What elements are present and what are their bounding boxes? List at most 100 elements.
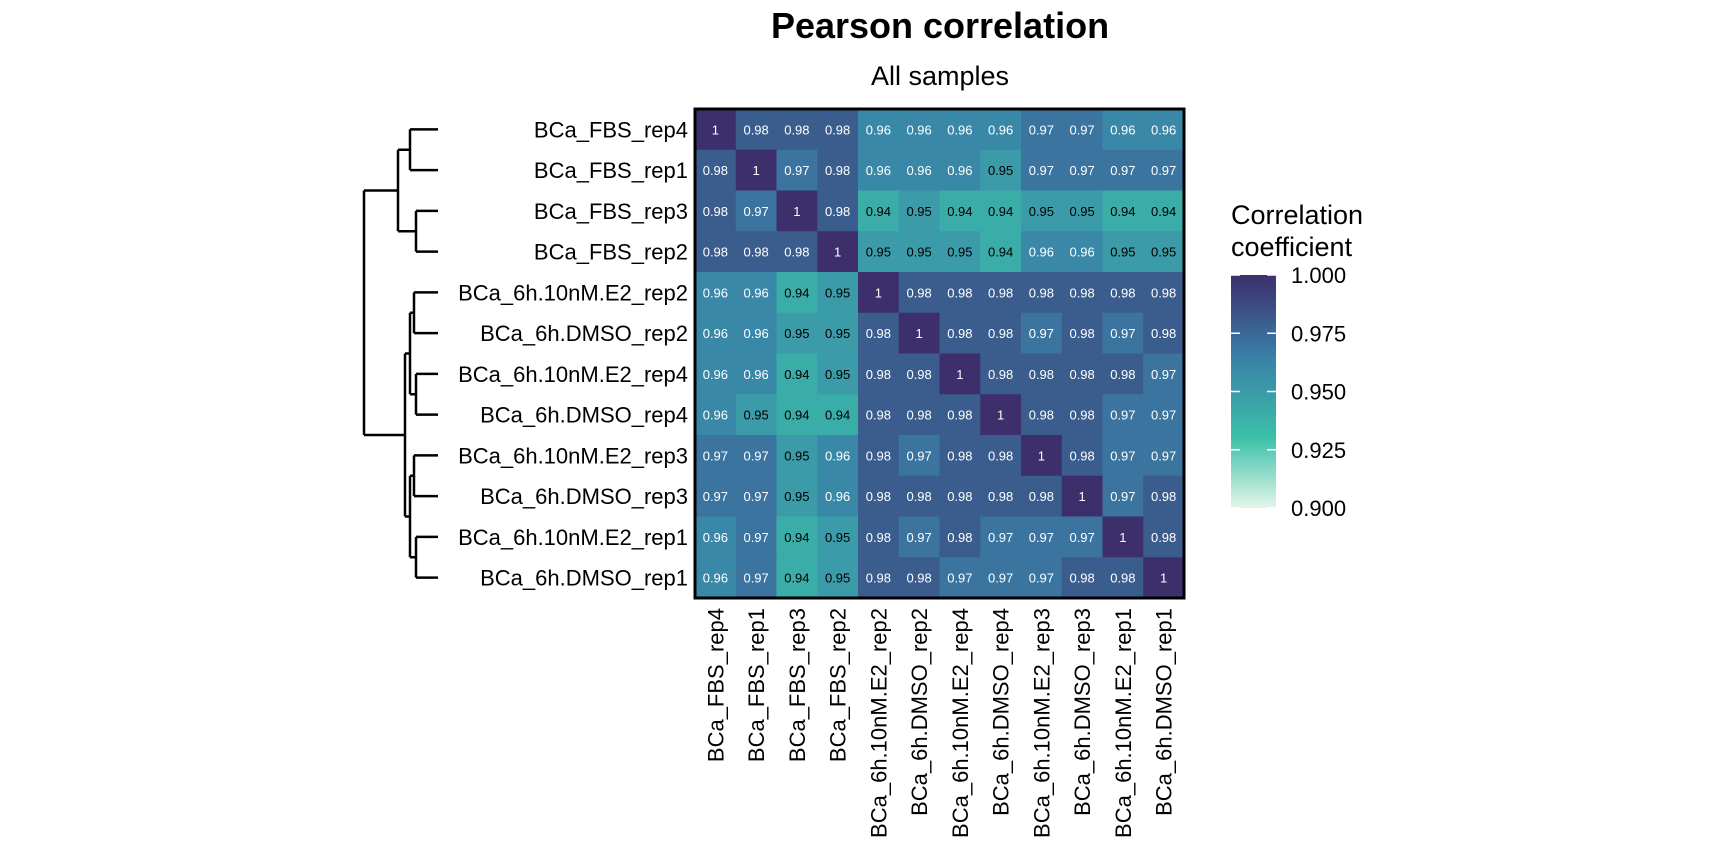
heatmap-cell <box>1143 353 1185 395</box>
heatmap-cell <box>817 231 859 273</box>
cell-value-label: 0.96 <box>703 285 728 300</box>
cell-value-label: 0.95 <box>1029 204 1054 219</box>
heatmap-cell <box>939 149 981 191</box>
heatmap-cell <box>776 272 818 314</box>
cell-value-label: 0.98 <box>1110 367 1135 382</box>
cell-value-label: 0.98 <box>784 245 809 260</box>
heatmap-cell <box>980 272 1022 314</box>
heatmap-cell <box>939 353 981 395</box>
cell-value-label: 0.98 <box>866 530 891 545</box>
chart-subtitle: All samples <box>871 61 1009 91</box>
heatmap-cell <box>1102 149 1144 191</box>
heatmap-cell <box>817 394 859 436</box>
cell-value-label: 0.96 <box>703 326 728 341</box>
heatmap-cell <box>858 312 900 354</box>
cell-value-label: 0.97 <box>743 204 768 219</box>
heatmap-cell <box>776 312 818 354</box>
heatmap-cell <box>776 557 818 599</box>
heatmap-cell <box>898 109 940 151</box>
cell-value-label: 0.96 <box>703 367 728 382</box>
cell-value-label: 0.96 <box>1110 122 1135 137</box>
heatmap-cell <box>1061 231 1103 273</box>
cell-value-label: 0.98 <box>906 285 931 300</box>
cell-value-label: 0.96 <box>1151 122 1176 137</box>
cell-value-label: 0.97 <box>988 530 1013 545</box>
heatmap-cell <box>939 231 981 273</box>
cell-value-label: 0.97 <box>947 571 972 586</box>
cell-value-label: 0.97 <box>703 489 728 504</box>
heatmap-cell <box>1102 353 1144 395</box>
heatmap-cell <box>776 353 818 395</box>
legend-title-line2: coefficient <box>1231 232 1353 262</box>
heatmap-cell <box>1143 312 1185 354</box>
heatmap-cell <box>1021 557 1063 599</box>
cell-value-label: 0.97 <box>1029 163 1054 178</box>
heatmap-cell <box>980 475 1022 517</box>
row-label: BCa_6h.10nM.E2_rep1 <box>458 525 688 550</box>
cell-value-label: 0.96 <box>866 122 891 137</box>
heatmap-cell <box>1102 109 1144 151</box>
heatmap-cell <box>939 109 981 151</box>
cell-value-label: 0.98 <box>947 530 972 545</box>
heatmap-cell <box>858 190 900 232</box>
heatmap-cell <box>1021 149 1063 191</box>
row-label: BCa_6h.10nM.E2_rep4 <box>458 362 688 387</box>
heatmap-cell <box>898 312 940 354</box>
heatmap-cell <box>735 516 777 558</box>
heatmap-cell <box>939 394 981 436</box>
cell-value-label: 0.96 <box>947 122 972 137</box>
cell-value-label: 0.98 <box>1069 326 1094 341</box>
cell-value-label: 0.97 <box>784 163 809 178</box>
heatmap-cell <box>1061 475 1103 517</box>
heatmap-cell <box>1061 394 1103 436</box>
heatmap-cell <box>1061 312 1103 354</box>
cell-value-label: 0.96 <box>947 163 972 178</box>
heatmap-cell <box>1061 557 1103 599</box>
heatmap-cell <box>1021 231 1063 273</box>
heatmap-cell <box>735 312 777 354</box>
heatmap-cell <box>1061 435 1103 477</box>
cell-value-label: 0.97 <box>1069 163 1094 178</box>
heatmap-cell <box>858 109 900 151</box>
heatmap-cell <box>980 557 1022 599</box>
row-dendrogram <box>362 128 438 579</box>
legend-tick-label: 0.975 <box>1291 321 1346 346</box>
heatmap-cell <box>980 149 1022 191</box>
cell-value-label: 0.97 <box>1110 163 1135 178</box>
cell-value-label: 0.97 <box>703 448 728 463</box>
cell-value-label: 0.96 <box>703 571 728 586</box>
cell-value-label: 0.98 <box>743 245 768 260</box>
cell-value-label: 0.98 <box>825 163 850 178</box>
heatmap-frame <box>693 107 1186 600</box>
cell-value-label: 1 <box>956 367 963 382</box>
cell-value-label: 0.97 <box>743 571 768 586</box>
cell-value-label: 0.98 <box>988 367 1013 382</box>
heatmap-cell <box>817 312 859 354</box>
cell-value-label: 1 <box>712 122 719 137</box>
row-label: BCa_6h.DMSO_rep4 <box>480 403 688 428</box>
heatmap-cell <box>776 394 818 436</box>
cell-value-label: 1 <box>793 204 800 219</box>
cell-value-label: 0.95 <box>825 326 850 341</box>
heatmap-cell <box>980 516 1022 558</box>
cell-value-label: 0.94 <box>866 204 891 219</box>
cell-value-label: 0.97 <box>1151 408 1176 423</box>
column-label: BCa_6h.DMSO_rep4 <box>989 608 1014 816</box>
cell-value-label: 0.98 <box>947 285 972 300</box>
cell-value-label: 0.98 <box>947 408 972 423</box>
heatmap-cell <box>817 190 859 232</box>
cell-value-label: 0.98 <box>1069 367 1094 382</box>
heatmap-cell <box>735 231 777 273</box>
cell-value-label: 0.94 <box>784 408 809 423</box>
cell-value-label: 0.98 <box>703 245 728 260</box>
heatmap-cell <box>980 312 1022 354</box>
row-label: BCa_6h.DMSO_rep2 <box>480 321 688 346</box>
cell-value-label: 0.96 <box>703 408 728 423</box>
heatmap-cell <box>695 312 737 354</box>
cell-value-label: 0.97 <box>1029 530 1054 545</box>
column-label: BCa_6h.10nM.E2_rep4 <box>948 608 973 838</box>
legend-tick-label: 0.900 <box>1291 496 1346 521</box>
heatmap-cell <box>1061 109 1103 151</box>
cell-value-label: 0.94 <box>825 408 850 423</box>
cell-value-label: 0.98 <box>825 122 850 137</box>
